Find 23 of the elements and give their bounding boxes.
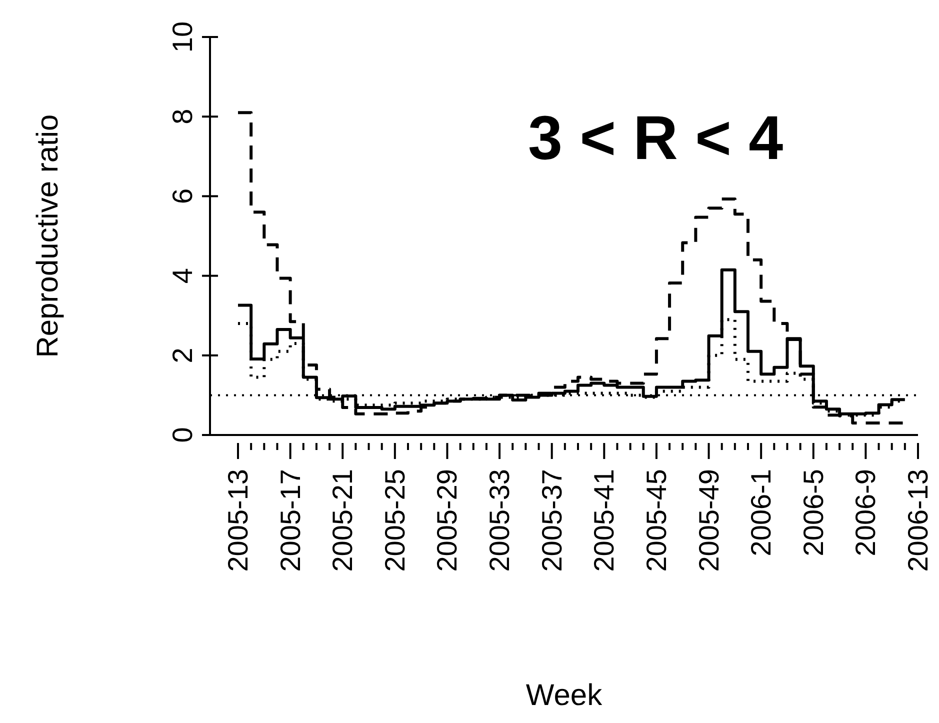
x-tick-label: 2005-33 [484,469,516,572]
y-tick-label: 0 [167,427,198,443]
x-tick-label: 2005-17 [274,469,306,572]
x-tick-label: 2005-21 [327,469,358,572]
x-tick-label: 2006-9 [850,469,882,556]
x-tick-label: 2005-13 [222,469,254,572]
y-tick-label: 10 [167,21,198,53]
x-tick-label: 2006-13 [902,469,934,572]
annotation: 3 < R < 4 [528,103,784,174]
y-tick-label: 6 [167,188,198,204]
x-tick-label: 2005-45 [640,469,672,572]
x-axis-title: Week [526,679,604,712]
x-tick-label: 2005-41 [588,469,620,572]
x-tick-label: 2006-1 [746,469,777,556]
y-tick-label: 8 [167,108,198,124]
x-tick-label: 2005-37 [536,469,568,572]
y-axis-title: Reproductive ratio [32,114,64,358]
x-tick-label: 2005-25 [379,469,410,572]
x-tick-label: 2005-49 [693,469,724,572]
y-tick-label: 4 [167,268,198,284]
x-tick-label: 2005-29 [432,469,463,572]
x-tick-label: 2006-5 [798,469,829,556]
y-tick-label: 2 [167,348,198,364]
